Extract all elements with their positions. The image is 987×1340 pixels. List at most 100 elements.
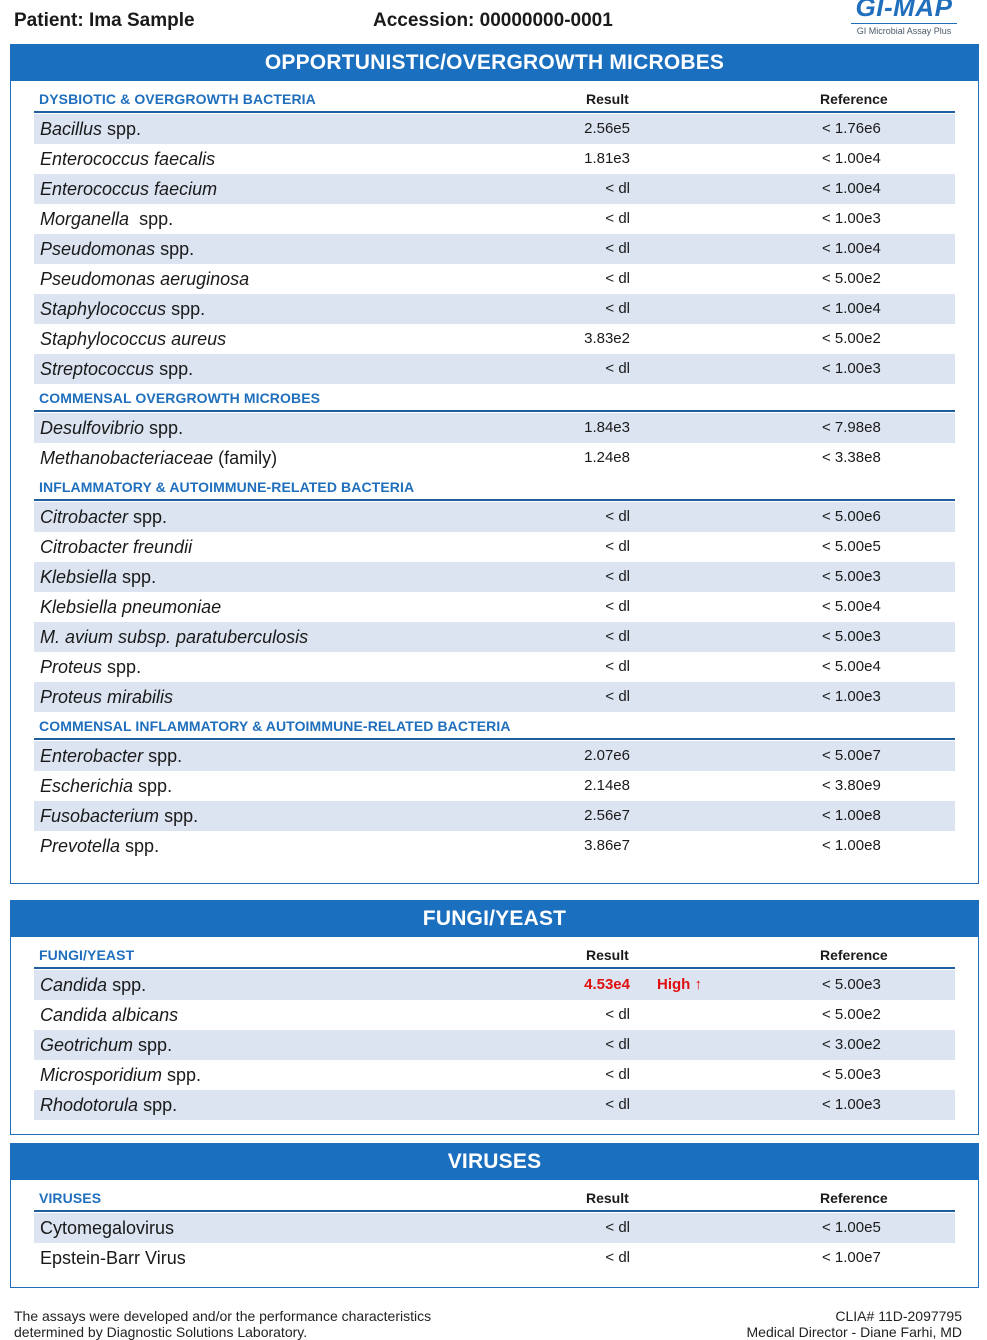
organism-name-suffix: Cytomegalovirus [40,1218,175,1238]
organism-name: Proteus mirabilis [40,687,173,708]
result-value: < dl [605,538,630,555]
organism-name: Bacillus spp. [40,119,141,140]
table-row: Pseudomonas aeruginosa < dl < 5.00e2 [34,264,955,294]
organism-name: Rhodotorula spp. [40,1095,177,1116]
table-row: Citrobacter freundii < dl < 5.00e5 [34,532,955,562]
organism-name-suffix: spp. [107,975,147,995]
result-value: 3.86e7 [584,837,630,854]
reference-column-header: Reference [820,1190,888,1206]
table-row: Citrobacter spp. < dl < 5.00e6 [34,502,955,532]
section-header: INFLAMMATORY & AUTOIMMUNE-RELATED BACTER… [34,473,955,501]
organism-name-italic: Desulfovibrio [40,418,145,438]
table-row: Bacillus spp. 2.56e5 < 1.76e6 [34,114,955,144]
section-title: DYSBIOTIC & OVERGROWTH BACTERIA [39,91,316,107]
organism-name-italic: Proteus mirabilis [40,687,174,707]
organism-name-italic: Staphylococcus [40,299,167,319]
result-value: < dl [605,270,630,287]
organism-name: Candida spp. [40,975,146,996]
organism-name: M. avium subsp. paratuberculosis [40,627,308,648]
high-flag: High ↑ [657,976,702,993]
result-value: < dl [605,658,630,675]
reference-value: < 1.00e4 [822,180,881,197]
reference-value: < 5.00e4 [822,658,881,675]
organism-name-suffix: Epstein-Barr Virus [40,1248,186,1268]
organism-name: Proteus spp. [40,657,141,678]
result-value: 2.14e8 [584,777,630,794]
reference-value: < 1.76e6 [822,120,881,137]
reference-value: < 1.00e3 [822,688,881,705]
table-row: Staphylococcus aureus 3.83e2 < 5.00e2 [34,324,955,354]
organism-name: Staphylococcus spp. [40,299,205,320]
organism-name-italic: Candida [40,975,108,995]
organism-name-suffix: spp. [128,507,168,527]
reference-value: < 5.00e3 [822,1066,881,1083]
section-header: COMMENSAL OVERGROWTH MICROBES [34,384,955,412]
section-title: FUNGI/YEAST [39,947,135,963]
reference-value: < 5.00e3 [822,976,881,993]
organism-name-suffix: spp. [154,359,194,379]
result-value: < dl [605,568,630,585]
organism-name: Epstein-Barr Virus [40,1248,186,1269]
organism-name-italic: Bacillus [40,119,103,139]
logo-subtitle: GI Microbial Assay Plus [856,26,952,36]
table-row: Rhodotorula spp. < dl < 1.00e3 [34,1090,955,1120]
organism-name: Methanobacteriaceae (family) [40,448,277,469]
organism-name-italic: Citrobacter [40,507,129,527]
section-header: FUNGI/YEAST Result Reference [34,941,955,969]
organism-name-suffix: spp. [155,239,195,259]
table-row: Morganella spp. < dl < 1.00e3 [34,204,955,234]
table-row: Candida spp. 4.53e4 High ↑ < 5.00e3 [34,970,955,1000]
organism-name: Enterobacter spp. [40,746,182,767]
table-row: Geotrichum spp. < dl < 3.00e2 [34,1030,955,1060]
organism-name-italic: Enterococcus faecium [40,179,218,199]
footer-clia: CLIA# 11D-2097795 [835,1308,962,1324]
reference-value: < 5.00e4 [822,598,881,615]
organism-name-italic: Geotrichum [40,1035,134,1055]
reference-value: < 5.00e2 [822,1006,881,1023]
table-row: Klebsiella spp. < dl < 5.00e3 [34,562,955,592]
organism-name: Klebsiella pneumoniae [40,597,221,618]
organism-name-suffix: spp. [102,657,142,677]
organism-name-suffix: spp. [129,209,174,229]
organism-name-suffix: spp. [159,806,199,826]
panel-body: FUNGI/YEAST Result Reference Candida spp. 4.… [11,937,978,1134]
reference-value: < 1.00e4 [822,240,881,257]
section-title: VIRUSES [39,1190,102,1206]
organism-name-italic: Rhodotorula [40,1095,139,1115]
organism-name-italic: Enterococcus faecalis [40,149,216,169]
section-title: COMMENSAL INFLAMMATORY & AUTOIMMUNE-RELA… [39,718,511,734]
report-header: Patient: Ima Sample Accession: 00000000-… [0,0,987,44]
organism-name-italic: Proteus [40,657,103,677]
panel-opportunistic: OPPORTUNISTIC/OVERGROWTH MICROBES DYSBIO… [10,44,979,884]
result-value: < dl [605,210,630,227]
table-row: Cytomegalovirus < dl < 1.00e5 [34,1213,955,1243]
panel-bottom-spacer [34,861,955,883]
table-row: Pseudomonas spp. < dl < 1.00e4 [34,234,955,264]
reference-value: < 1.00e3 [822,210,881,227]
table-row: Desulfovibrio spp. 1.84e3 < 7.98e8 [34,413,955,443]
table-row: Epstein-Barr Virus < dl < 1.00e7 [34,1243,955,1273]
organism-name-suffix: spp. [120,836,160,856]
table-row: Proteus mirabilis < dl < 1.00e3 [34,682,955,712]
organism-name: Klebsiella spp. [40,567,156,588]
panel-body: VIRUSES Result Reference Cytomegalovirus < d… [11,1180,978,1287]
result-value: < dl [605,360,630,377]
organism-name-suffix: spp. [143,746,183,766]
organism-name: Pseudomonas aeruginosa [40,269,249,290]
reference-value: < 3.80e9 [822,777,881,794]
result-value: < dl [605,508,630,525]
organism-name-italic: Pseudomonas aeruginosa [40,269,250,289]
result-column-header: Result [586,1190,629,1206]
organism-name-italic: Streptococcus [40,359,155,379]
result-value: < dl [605,1249,630,1266]
table-row: Methanobacteriaceae (family) 1.24e8 < 3.38… [34,443,955,473]
reference-value: < 3.00e2 [822,1036,881,1053]
organism-name-italic: Escherichia [40,776,134,796]
panel-fungi: FUNGI/YEAST FUNGI/YEAST Result Reference Ca… [10,900,979,1135]
organism-name: Enterococcus faecalis [40,149,215,170]
reference-value: < 3.38e8 [822,449,881,466]
organism-name-italic: Pseudomonas [40,239,156,259]
organism-name: Enterococcus faecium [40,179,217,200]
panel-title: FUNGI/YEAST [11,901,978,937]
logo-divider [851,23,957,24]
